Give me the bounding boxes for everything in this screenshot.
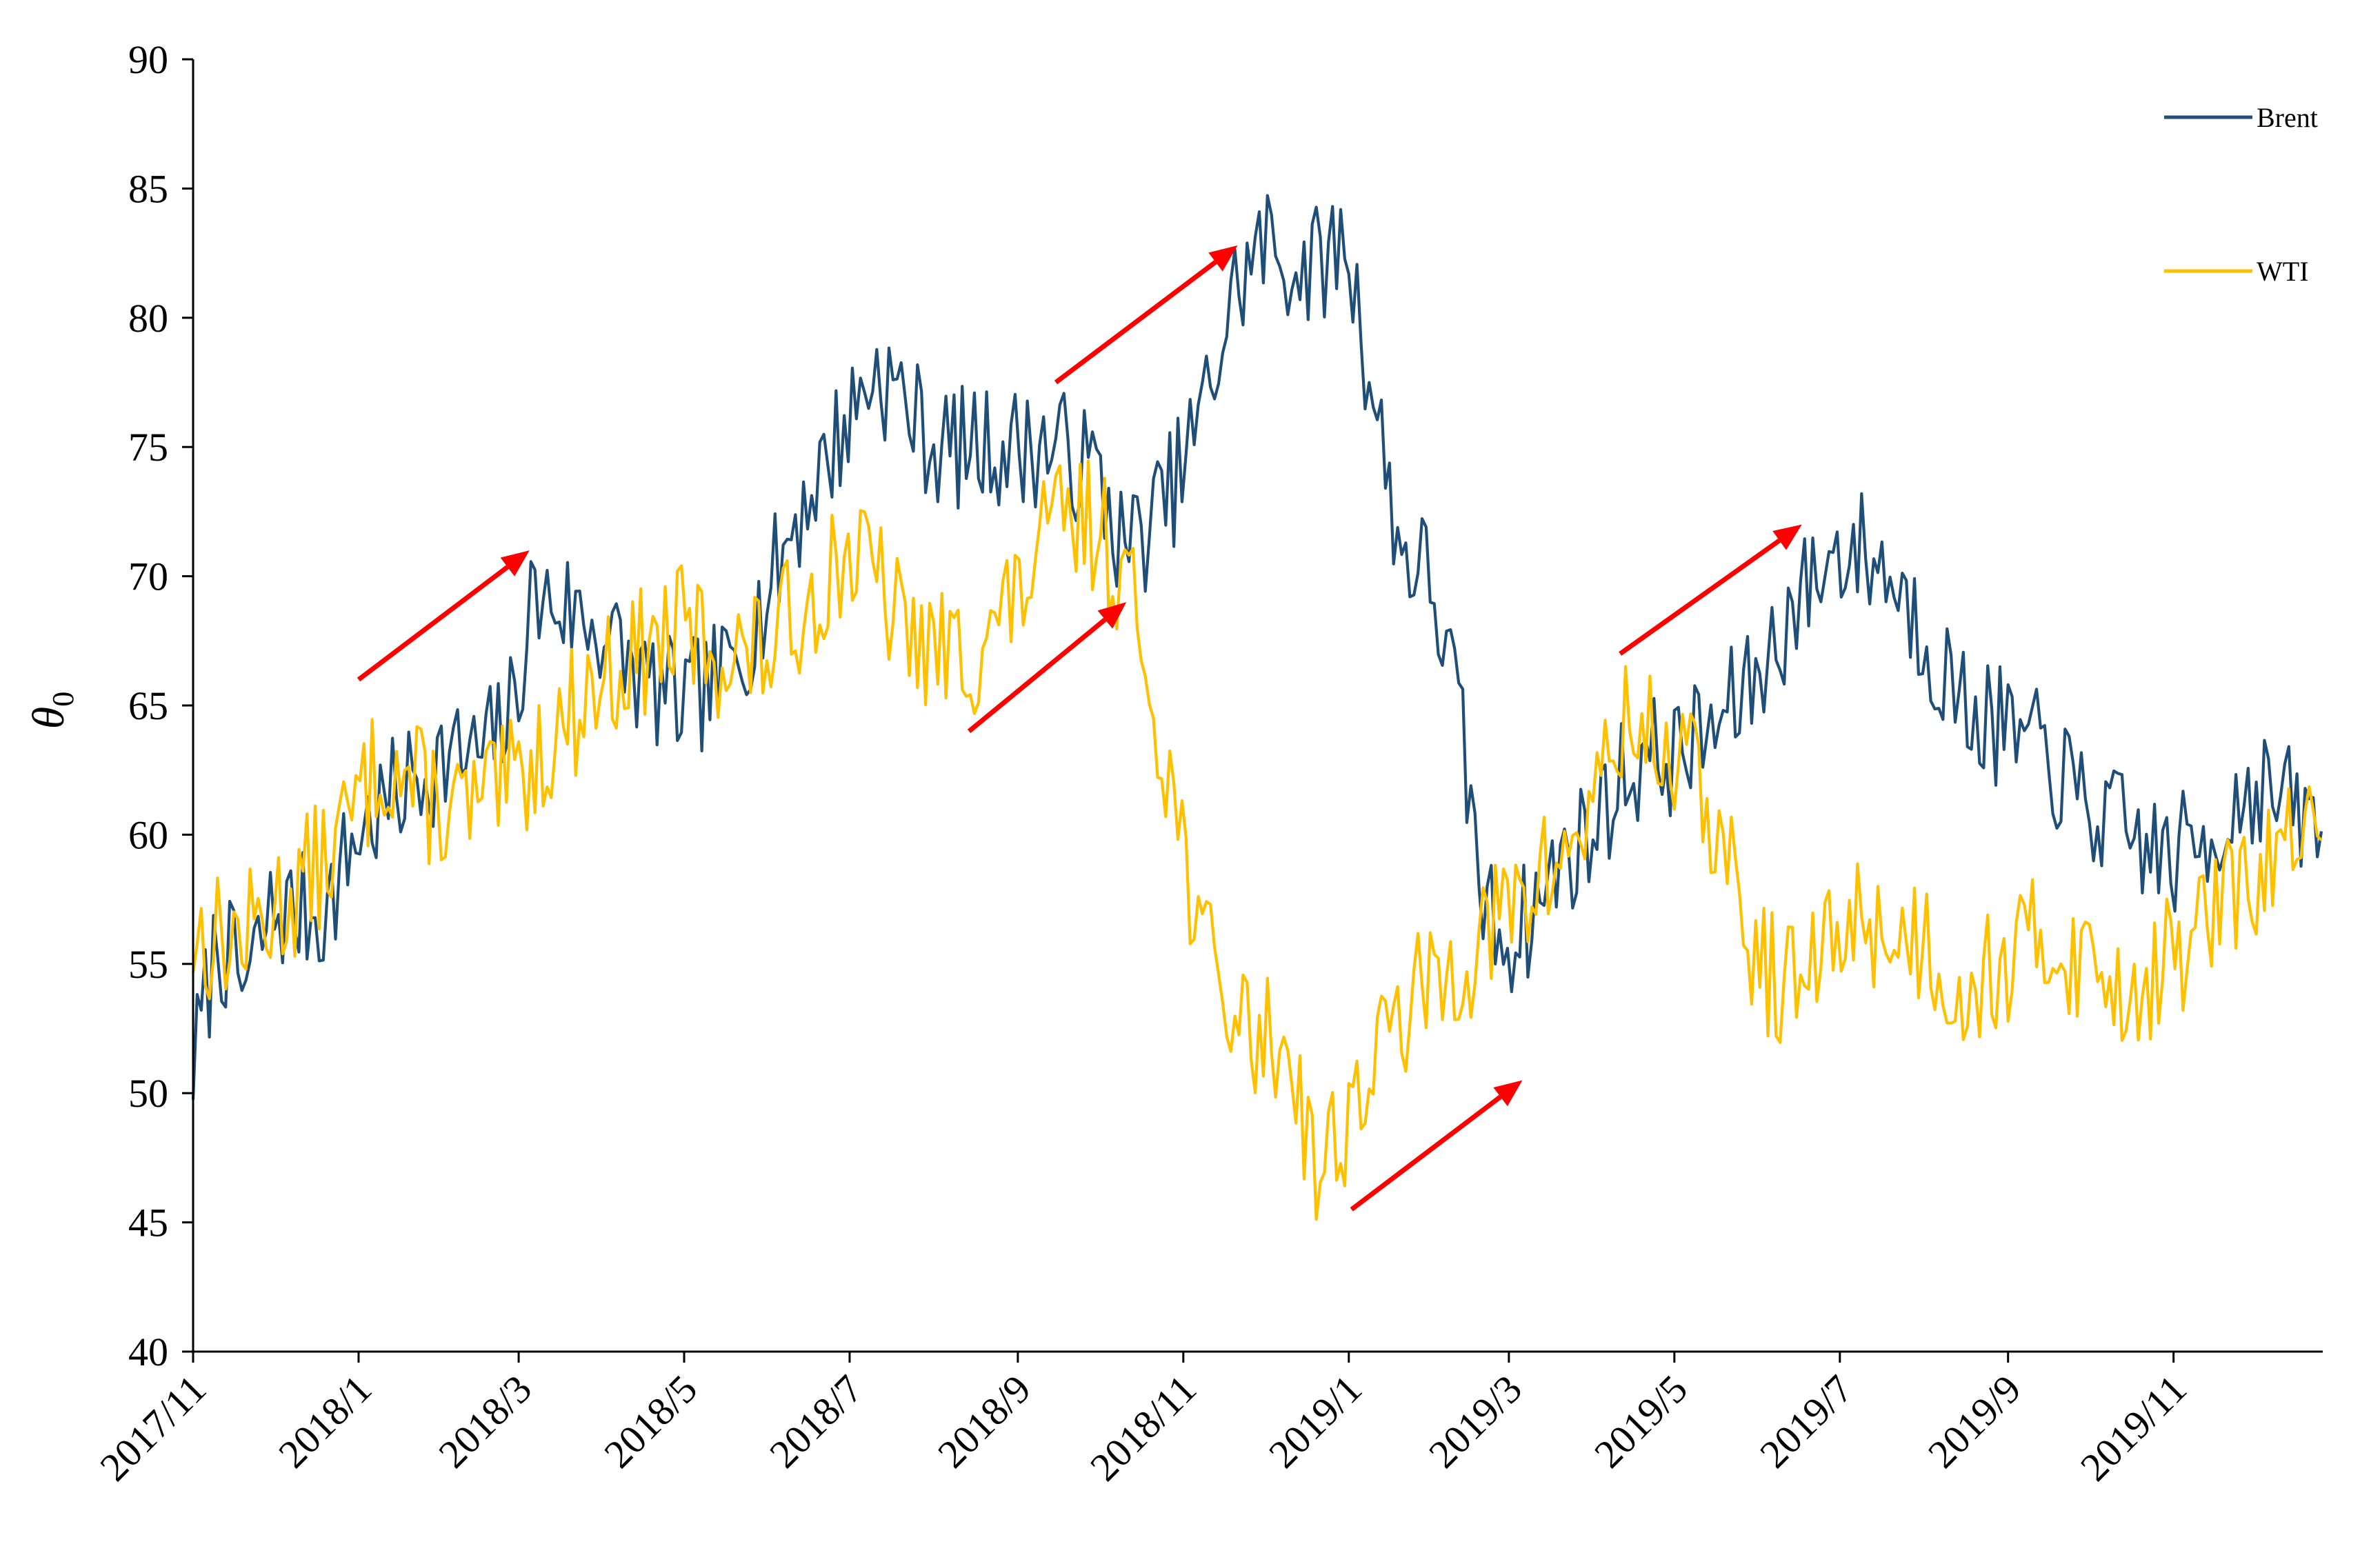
x-tick-label: 2018/3 bbox=[430, 1366, 540, 1476]
y-tick-label: 70 bbox=[128, 554, 168, 599]
x-tick-label: 2018/11 bbox=[1081, 1366, 1205, 1490]
series-line-wti bbox=[191, 459, 2323, 1221]
x-tick-label: 2019/1 bbox=[1260, 1366, 1370, 1476]
legend-label-brent: Brent bbox=[2257, 102, 2318, 133]
y-axis-label-symbol: θ bbox=[23, 707, 74, 729]
x-tick-label: 2019/5 bbox=[1586, 1366, 1696, 1476]
y-ticks: 40 45 50 55 60 65 70 75 80 85 90 bbox=[128, 37, 193, 1374]
x-tick-label: 2018/5 bbox=[595, 1366, 706, 1476]
y-axis-label: θ0 bbox=[23, 692, 80, 729]
y-axis-label-subscript: 0 bbox=[46, 692, 80, 707]
x-tick-label: 2019/9 bbox=[1919, 1366, 2030, 1476]
x-ticks: 2017/11 2018/1 2018/3 2018/5 2018/7 2018/9 201… bbox=[91, 1352, 2195, 1490]
annotation-arrowhead bbox=[500, 550, 530, 577]
x-tick-label: 2018/1 bbox=[270, 1366, 380, 1476]
annotation-arrowhead bbox=[1208, 245, 1238, 272]
y-tick-label: 90 bbox=[128, 37, 168, 82]
y-tick-label: 50 bbox=[128, 1071, 168, 1116]
series-layer bbox=[191, 194, 2323, 1221]
x-tick-label: 2018/7 bbox=[761, 1366, 871, 1476]
annotation-arrow-shaft bbox=[1054, 260, 1217, 385]
y-tick-label: 75 bbox=[128, 425, 168, 470]
annotation-arrows bbox=[357, 245, 1802, 1212]
y-tick-label: 55 bbox=[128, 942, 168, 987]
y-tick-label: 65 bbox=[128, 683, 168, 728]
legend: Brent WTI bbox=[2164, 102, 2318, 287]
x-tick-label: 2019/11 bbox=[2072, 1366, 2195, 1490]
x-tick-label: 2019/7 bbox=[1751, 1366, 1861, 1476]
x-tick-label: 2017/11 bbox=[91, 1366, 214, 1490]
y-tick-label: 40 bbox=[128, 1330, 168, 1374]
axes bbox=[192, 59, 2323, 1353]
annotation-arrowhead bbox=[1493, 1080, 1523, 1107]
annotation-arrowhead bbox=[1097, 602, 1127, 629]
x-tick-label: 2018/9 bbox=[929, 1366, 1039, 1476]
y-tick-label: 45 bbox=[128, 1201, 168, 1245]
y-tick-label: 80 bbox=[128, 296, 168, 341]
series-line-brent bbox=[191, 194, 2323, 1100]
y-tick-label: 60 bbox=[128, 812, 168, 857]
annotation-arrow-shaft bbox=[967, 617, 1107, 734]
annotation-arrow-shaft bbox=[1619, 538, 1781, 656]
annotation-arrowhead bbox=[1772, 524, 1802, 550]
annotation-arrow-shaft bbox=[357, 565, 509, 682]
x-tick-label: 2019/3 bbox=[1420, 1366, 1530, 1476]
legend-label-wti: WTI bbox=[2257, 256, 2309, 287]
annotation-arrow-shaft bbox=[1350, 1094, 1502, 1212]
y-tick-label: 85 bbox=[128, 166, 168, 211]
